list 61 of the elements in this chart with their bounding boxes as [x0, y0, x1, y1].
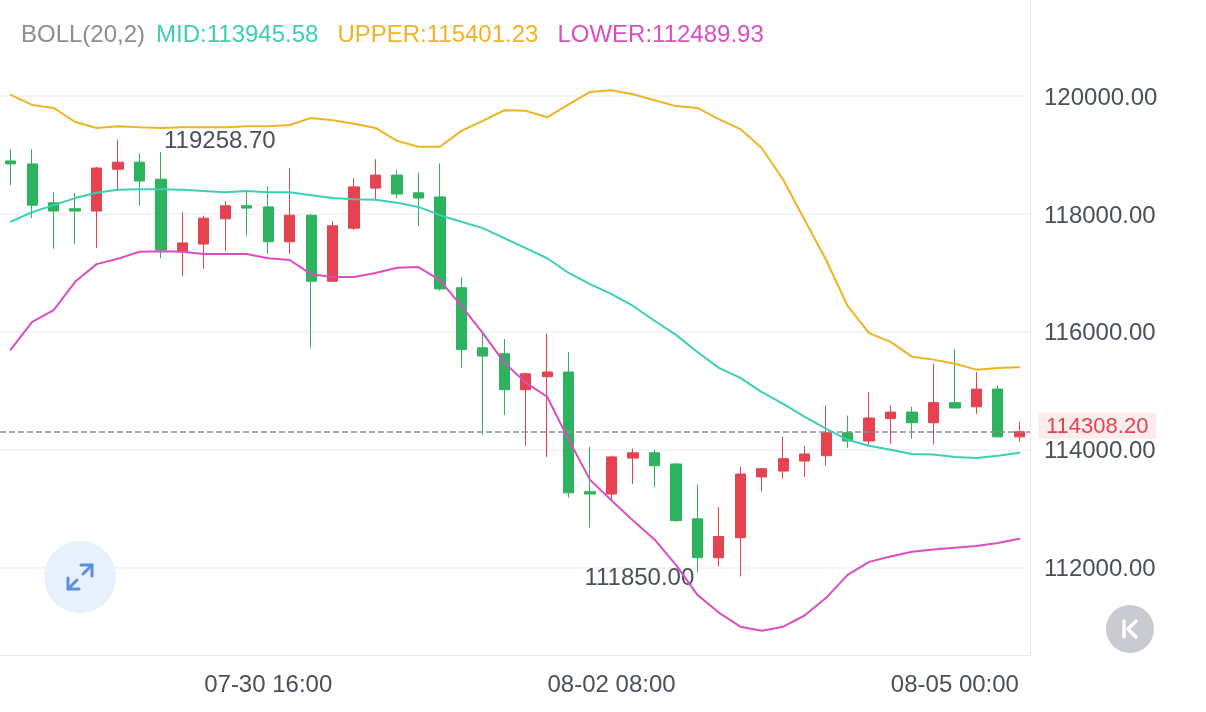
candlestick [670, 462, 682, 523]
candlestick [627, 448, 639, 485]
candlestick [713, 506, 724, 568]
text: LOWER:112489.93 [557, 19, 764, 47]
x-tick-label: 08-02 08:00 [547, 669, 676, 697]
candlestick [198, 215, 209, 270]
y-tick-label: 114000.00 [1044, 436, 1156, 464]
candlestick [949, 348, 961, 410]
line-series [9, 188, 1021, 460]
candlestick [971, 371, 982, 415]
candlestick [284, 167, 295, 255]
candlestick [434, 162, 446, 292]
candlestick [220, 200, 231, 252]
candlestick [477, 331, 488, 436]
candlestick [327, 220, 338, 283]
candlestick [778, 436, 789, 480]
candlestick [370, 158, 381, 200]
candlestick [606, 455, 617, 501]
candlestick [155, 151, 167, 259]
candlestick [992, 385, 1003, 438]
candlestick [735, 466, 746, 578]
candlestick [649, 449, 660, 488]
text: MID:113945.58 [156, 19, 319, 47]
line-series [9, 250, 1021, 632]
candlestick [306, 213, 317, 349]
candlestick [928, 363, 939, 446]
candlestick [542, 333, 553, 458]
candlestick [885, 404, 896, 445]
candlestick [5, 148, 16, 186]
candlestick [584, 446, 596, 529]
candlestick [112, 139, 124, 192]
line-series [9, 89, 1021, 371]
candlestick [348, 177, 360, 231]
candlestick [413, 172, 424, 227]
candlestick [756, 467, 767, 493]
candlestick [27, 148, 38, 219]
candlestick [863, 391, 875, 447]
candlestick [134, 152, 145, 207]
text: BOLL(20,2) [21, 19, 146, 47]
candlestick [456, 276, 467, 369]
y-tick-label: 118000.00 [1044, 200, 1156, 228]
y-tick-label: 116000.00 [1044, 318, 1156, 346]
y-tick-label: 120000.00 [1044, 82, 1158, 110]
x-tick-label: 07-30 16:00 [204, 669, 333, 697]
annotation: 119258.70 [164, 126, 276, 154]
candlestick [177, 211, 188, 277]
candlestick [241, 191, 252, 237]
y-tick-label: 112000.00 [1044, 554, 1156, 582]
text: UPPER:115401.23 [337, 19, 539, 47]
ref-line-label: 114308.20 [1046, 413, 1149, 439]
candlestick [91, 166, 102, 249]
candlestick [69, 192, 81, 245]
candlestick [499, 338, 510, 416]
candlestick [799, 445, 810, 478]
candlestick [391, 169, 403, 199]
candlestick [692, 484, 703, 573]
candlestick [821, 405, 832, 467]
candlestick [563, 351, 574, 499]
x-tick-label: 08-05 00:00 [890, 669, 1019, 697]
candlestick [906, 406, 918, 440]
candlestick [263, 185, 274, 255]
